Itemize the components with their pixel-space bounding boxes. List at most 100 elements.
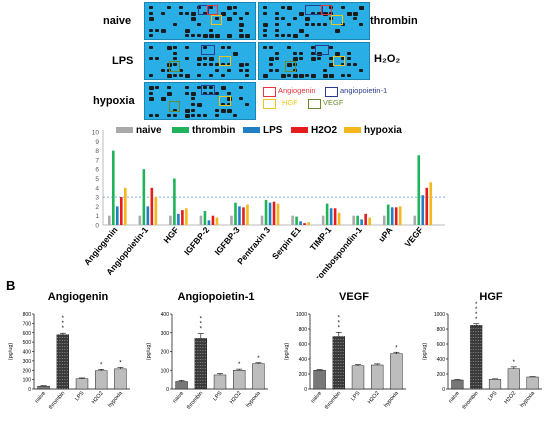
subchart-title: VEGF: [339, 291, 369, 303]
blot-spot: [311, 57, 316, 61]
y-tick-label: 0: [95, 223, 99, 230]
blot-spot: [275, 12, 279, 15]
y-tick-label: 200: [23, 368, 32, 374]
bar-h2o2: [507, 368, 520, 390]
significance-marker: *: [200, 317, 203, 323]
bar-h2o2: [232, 370, 246, 390]
blot-spot: [311, 52, 315, 55]
significance-marker: *: [338, 325, 341, 331]
bar-h2o2-9: [394, 207, 398, 225]
significance-marker: *: [475, 312, 478, 318]
bar-thrombin-6: [295, 216, 298, 225]
bar-h2o2-0: [120, 197, 123, 225]
x-tick-label: HGF: [161, 225, 180, 245]
bar-h2o2-5: [272, 201, 276, 225]
blot-spot: [203, 57, 207, 60]
blot-spot: [203, 34, 208, 38]
bar-lps-1: [146, 206, 150, 225]
bar-lps-3: [207, 220, 211, 225]
blot-spot: [149, 97, 154, 101]
bar-hypoxia: [114, 368, 127, 390]
bar-naive-3: [199, 215, 203, 225]
blot-spot: [329, 63, 334, 67]
hgf-bar-chart: HGF(pg/ug)02004006008001000naive****thro…: [422, 291, 542, 411]
blot-spot: [197, 114, 201, 117]
blot-spot: [191, 114, 195, 117]
significance-marker: *: [100, 362, 103, 368]
blot-spot: [197, 6, 201, 9]
blot-spot: [185, 92, 189, 95]
blot-spot: [149, 29, 153, 32]
blot-spot: [209, 29, 213, 32]
blot-spot: [185, 46, 189, 49]
bar-lps-4: [238, 206, 241, 225]
bar-h2o2-6: [303, 223, 306, 225]
bar-lps-8: [360, 219, 363, 225]
bar-lps: [488, 379, 502, 390]
bar-thrombin-9: [386, 204, 390, 225]
bar-naive-2: [169, 215, 172, 225]
bar-lps-10: [421, 195, 425, 225]
y-tick-label: 0: [304, 387, 307, 393]
x-tick-label: TIMP-1: [308, 225, 334, 253]
blot-spot: [275, 34, 279, 37]
blot-spot: [215, 92, 219, 95]
blot-spot: [233, 6, 237, 9]
blot-spot: [209, 86, 213, 89]
blot-spot: [197, 74, 201, 77]
blot-spot: [245, 74, 249, 77]
blot-spot: [293, 52, 297, 55]
blot-spot: [287, 6, 292, 10]
blot-spot: [347, 12, 352, 16]
y-tick-label: 0: [28, 387, 31, 393]
bar-naive: [175, 381, 188, 390]
blot-label-hypoxia: hypoxia: [93, 95, 135, 107]
y-axis-label: (pg/ug): [8, 343, 14, 361]
y-tick-label: 500: [23, 340, 32, 346]
blot-spot: [239, 97, 243, 100]
blot-spot: [149, 92, 153, 95]
blot-spot: [209, 74, 213, 77]
blot-spot: [263, 12, 267, 15]
blot-spot: [281, 34, 285, 37]
bar-hypoxia: [526, 376, 539, 390]
blot-spot: [185, 74, 190, 78]
blot-image-hypoxia: [144, 82, 256, 120]
blot-spot: [239, 29, 243, 32]
blot-spot: [215, 34, 220, 38]
panel-b-letter: B: [6, 278, 16, 293]
blot-spot: [149, 6, 153, 9]
y-tick-label: 0: [166, 387, 169, 393]
blot-highlight-box: [219, 56, 231, 66]
y-tick-label: 200: [437, 372, 446, 378]
y-tick-label: 3: [95, 195, 99, 202]
significance-marker: *: [338, 320, 341, 326]
x-tick-label: IGFBP-2: [182, 225, 211, 257]
blot-spot: [347, 57, 351, 60]
y-tick-label: 4: [95, 185, 99, 192]
blot-spot: [239, 86, 243, 89]
blot-spot: [269, 69, 273, 72]
bar-hypoxia-8: [368, 217, 371, 225]
blot-spot: [227, 103, 231, 106]
blot-spot: [203, 12, 207, 15]
legend-chip-vegf: [308, 99, 321, 109]
blot-spot: [347, 63, 351, 66]
y-axis-label: (pg/ug): [284, 343, 290, 361]
blot-spot: [353, 12, 358, 16]
y-tick-label: 300: [161, 331, 170, 337]
legend-chip-angiopoietin-1: [325, 87, 338, 97]
y-tick-label: 7: [95, 157, 99, 164]
y-axis-label: (pg/ug): [146, 343, 152, 361]
significance-marker: *: [62, 316, 65, 322]
blot-spot: [215, 63, 219, 66]
bar-thrombin-1: [142, 169, 146, 225]
blot-spot: [299, 52, 303, 55]
blot-spot: [149, 34, 153, 37]
blot-spot: [239, 17, 243, 20]
bar-lps: [213, 374, 227, 390]
blot-spot: [239, 23, 244, 27]
blot-spot: [173, 52, 177, 55]
blot-spot: [335, 52, 340, 56]
bar-h2o2-3: [211, 215, 215, 225]
